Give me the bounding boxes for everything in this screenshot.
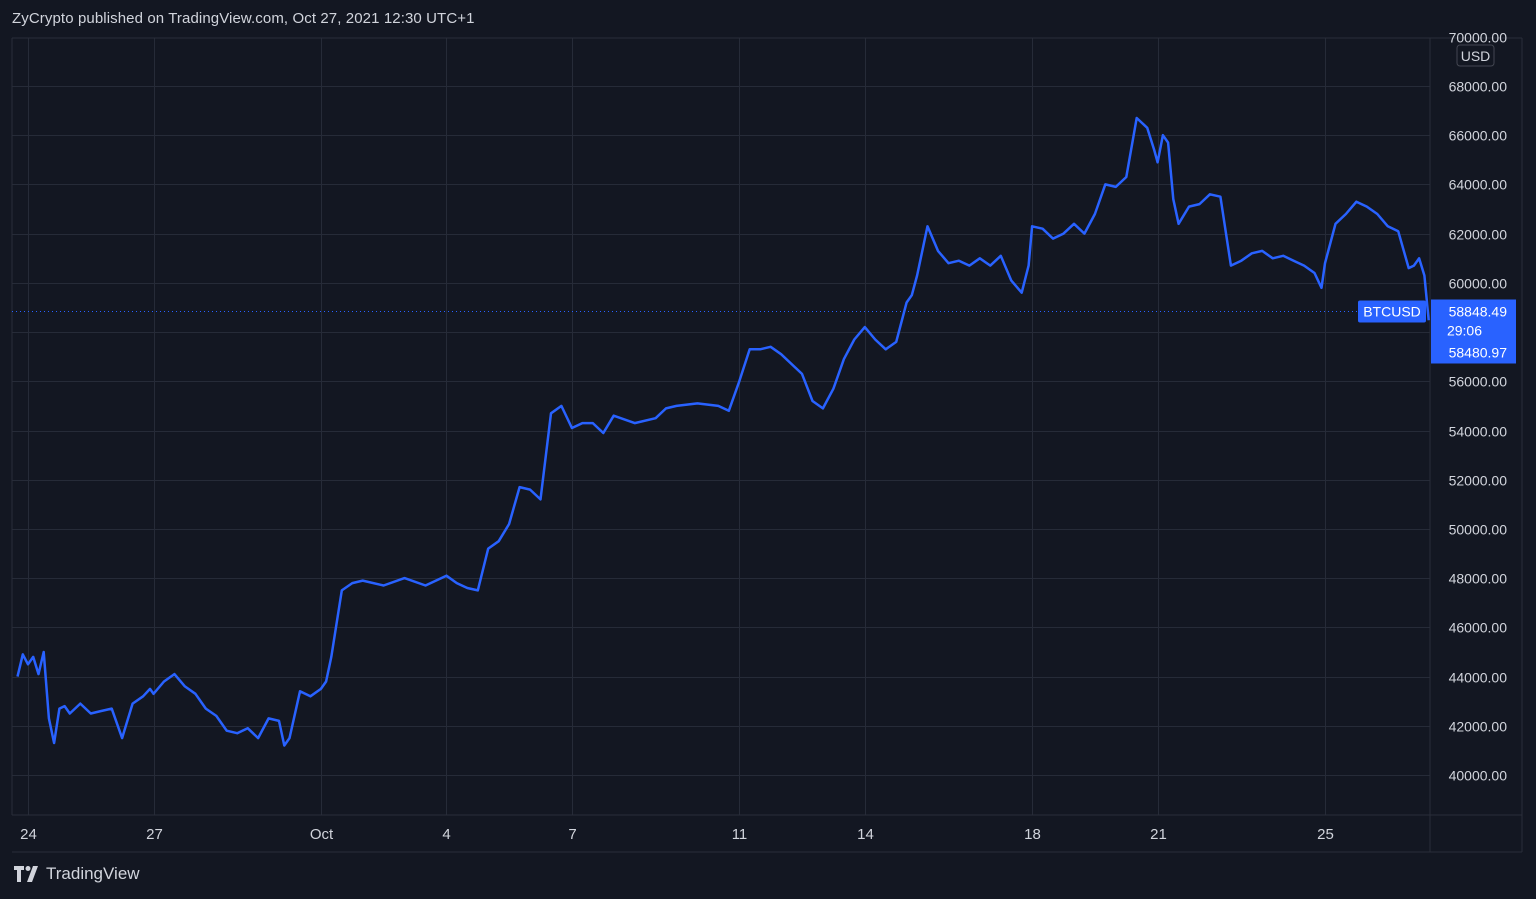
last-price-tag — [1431, 299, 1516, 342]
x-tick-label: Oct — [310, 826, 334, 843]
x-tick-label: 27 — [146, 826, 163, 843]
y-tick-label: 50000.00 — [1449, 522, 1508, 538]
symbol-tag — [1358, 300, 1426, 323]
y-tick-label: 54000.00 — [1449, 424, 1508, 440]
chart-grid — [12, 38, 1430, 815]
y-tick-label: 66000.00 — [1449, 128, 1508, 144]
currency-badge — [1456, 44, 1495, 67]
currency-label: USD — [1461, 48, 1491, 64]
tradingview-logo[interactable]: TradingView — [14, 864, 140, 884]
x-tick-label: 4 — [442, 826, 450, 843]
tradingview-brand-text: TradingView — [46, 864, 140, 883]
y-tick-label: 52000.00 — [1449, 473, 1508, 489]
published-info: published on TradingView.com, Oct 27, 20… — [77, 10, 475, 27]
y-tick-label: 62000.00 — [1449, 227, 1508, 243]
chart-labels: 40000.00 42000.00 44000.00 46000.00 48000.00… — [20, 30, 1516, 843]
x-tick-label: 11 — [732, 826, 748, 843]
y-tick-label: 70000.00 — [1449, 30, 1508, 46]
y-tick-label: 64000.00 — [1449, 177, 1508, 193]
tradingview-logo-icon — [14, 866, 38, 882]
x-tick-label: 7 — [568, 826, 576, 843]
chart-series — [12, 116, 1430, 747]
symbol-tag-text: BTCUSD — [1363, 304, 1421, 320]
y-tick-label: 56000.00 — [1449, 374, 1508, 390]
y-tick-label: 44000.00 — [1449, 670, 1508, 686]
y-tick-label: 46000.00 — [1449, 620, 1508, 636]
countdown-text: 29:06 — [1447, 323, 1482, 339]
publisher-header: ZyCrypto published on TradingView.com, O… — [12, 10, 475, 27]
y-tick-label: 48000.00 — [1449, 571, 1508, 587]
y-tick-label: 68000.00 — [1449, 79, 1508, 95]
x-tick-label: 21 — [1150, 826, 1167, 843]
current-price-tag — [1431, 341, 1516, 364]
last-price-text: 58848.49 — [1449, 304, 1508, 320]
x-tick-label: 14 — [857, 826, 874, 843]
chart-axes — [11, 37, 1523, 853]
btcusd-line — [16, 116, 1430, 747]
x-tick-label: 18 — [1024, 826, 1041, 843]
y-tick-label: 42000.00 — [1449, 719, 1508, 735]
y-tick-label: 40000.00 — [1449, 768, 1508, 784]
current-price-text: 58480.97 — [1449, 345, 1508, 361]
x-tick-label: 25 — [1317, 826, 1334, 843]
author-name: ZyCrypto — [12, 10, 74, 27]
x-tick-label: 24 — [20, 826, 37, 843]
y-tick-label: 60000.00 — [1449, 276, 1508, 292]
